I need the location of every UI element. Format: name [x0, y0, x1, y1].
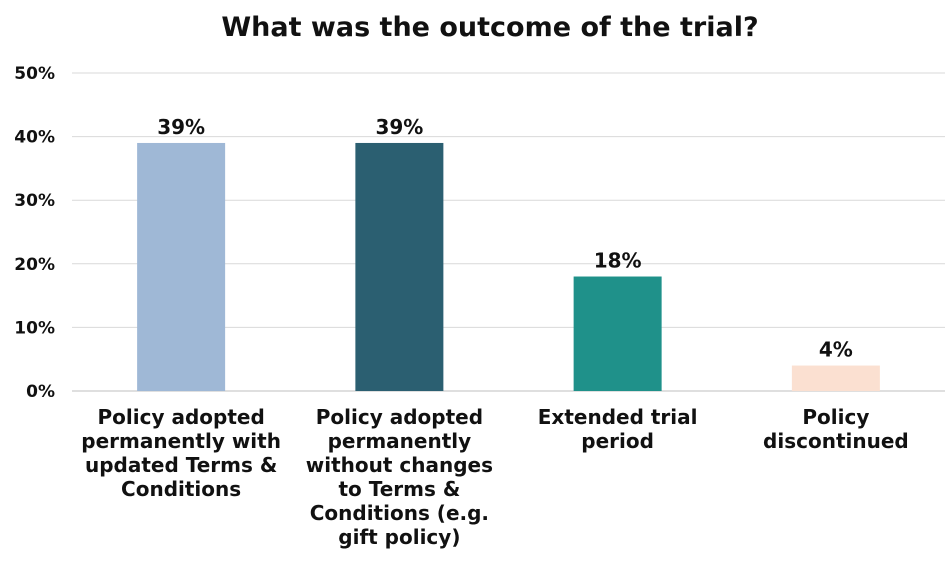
x-tick-label-1: Policy adopted permanently with updated Te…	[81, 405, 281, 501]
x-tick-label-line: permanently with	[81, 429, 281, 453]
y-tick-label: 40%	[14, 128, 55, 148]
data-label-3: 18%	[594, 249, 642, 273]
x-tick-label-line: without changes	[306, 453, 493, 477]
y-tick-label: 10%	[14, 318, 55, 338]
x-tick-label-line: Policy adopted	[97, 405, 264, 429]
y-tick-label: 20%	[14, 255, 55, 275]
x-tick-label-line: Extended trial	[538, 405, 698, 429]
x-tick-label-line: discontinued	[763, 429, 909, 453]
x-tick-label-4: Policy discontinued	[763, 405, 909, 453]
x-tick-label-3: Extended trial period	[538, 405, 698, 453]
x-axis-labels: Policy adopted permanently with updated Te…	[81, 405, 908, 549]
data-label-4: 4%	[819, 338, 853, 362]
y-tick-label: 50%	[14, 64, 55, 84]
y-tick-label: 0%	[26, 382, 55, 402]
x-tick-label-line: Policy	[802, 405, 869, 429]
bar-2	[355, 142, 444, 391]
x-tick-label-line: Policy adopted	[316, 405, 483, 429]
x-tick-label-line: period	[581, 429, 654, 453]
bar-1	[137, 142, 226, 391]
data-label-1: 39%	[157, 115, 205, 139]
bar-3	[573, 276, 662, 391]
y-axis-ticks: 0% 10% 20% 30% 40% 50%	[14, 64, 55, 402]
x-tick-label-line: to Terms &	[338, 477, 460, 501]
x-tick-label-line: Conditions (e.g.	[310, 501, 489, 525]
bars	[137, 142, 880, 391]
x-tick-label-line: Conditions	[121, 477, 241, 501]
x-tick-label-2: Policy adopted permanently without changes…	[306, 405, 493, 549]
x-tick-label-line: permanently	[328, 429, 472, 453]
chart-title: What was the outcome of the trial?	[221, 12, 758, 43]
bar-4	[791, 365, 880, 391]
data-label-2: 39%	[375, 115, 423, 139]
x-tick-label-line: gift policy)	[338, 525, 460, 549]
x-tick-label-line: updated Terms &	[85, 453, 277, 477]
data-labels: 39% 39% 18% 4%	[157, 115, 853, 362]
y-tick-label: 30%	[14, 191, 55, 211]
